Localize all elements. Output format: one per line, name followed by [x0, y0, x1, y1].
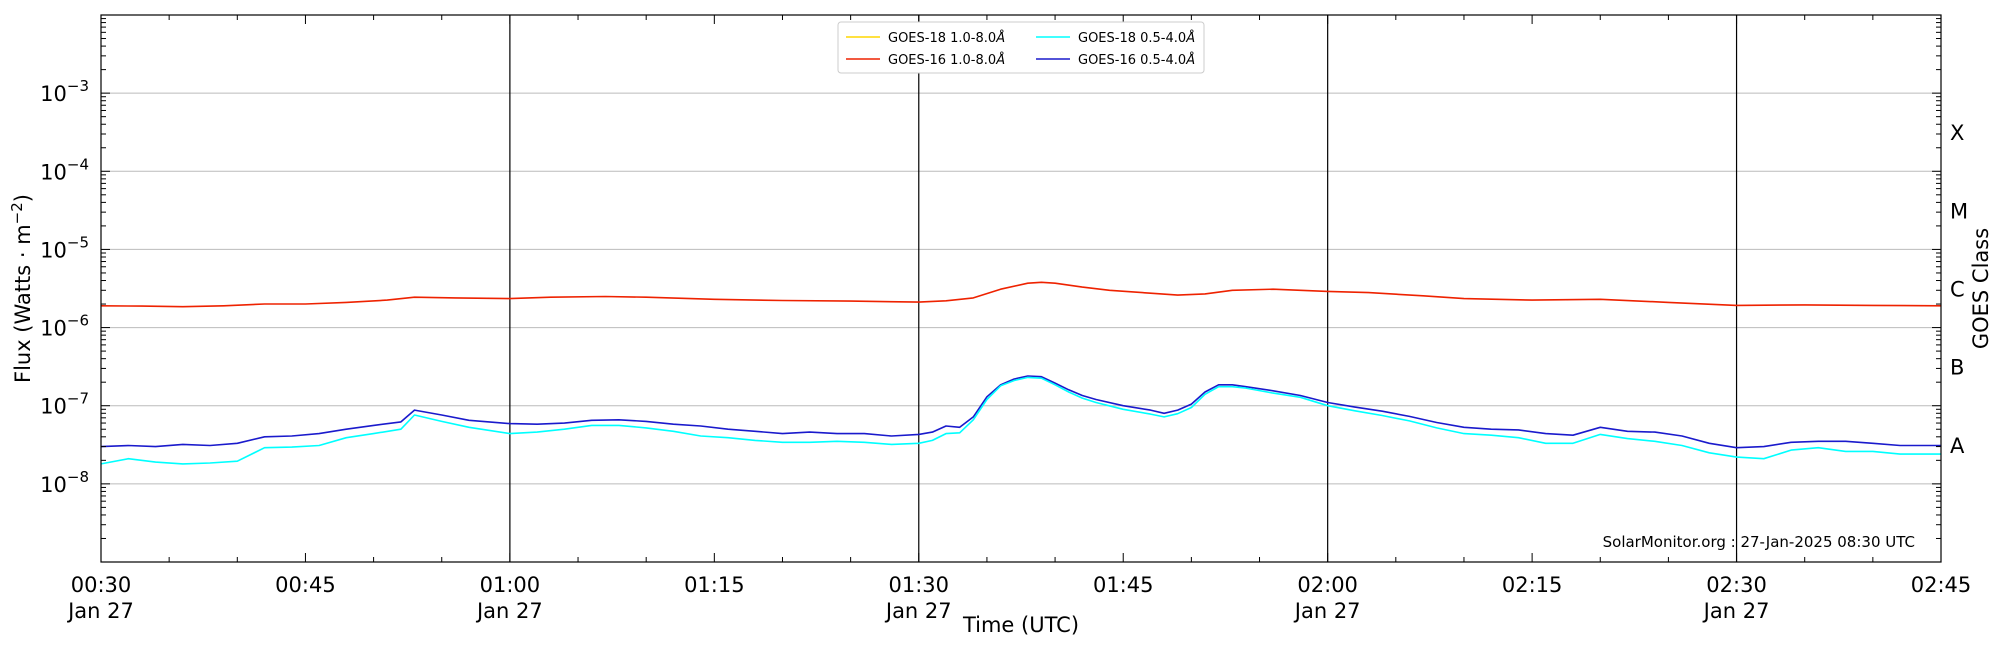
legend: GOES-18 1.0-8.0Å GOES-18 0.5-4.0ÅGOES-16 … [837, 21, 1205, 74]
x-tick-label: 02:15 [1502, 573, 1563, 597]
legend-entry: GOES-18 0.5-4.0Å [1078, 30, 1195, 46]
y-tick-label: 10−4 [40, 155, 89, 184]
y-tick-label-base: 10 [40, 238, 67, 262]
goes-class-labels: A B C M X [1950, 121, 1968, 458]
y-axis-title-close: ) [11, 194, 35, 202]
x-tick-label: 00:45 [275, 573, 336, 597]
legend-entry-name: GOES-18 0.5-4.0 [1078, 31, 1186, 46]
y-tick-label: 10−6 [40, 312, 89, 341]
legend-entry-name: GOES-18 1.0-8.0 [888, 31, 996, 46]
goes-class-label: M [1950, 199, 1968, 223]
y-tick-label-exp: −3 [67, 77, 89, 95]
x-tick-label: 01:45 [1093, 573, 1154, 597]
legend-entry: GOES-16 1.0-8.0Å [888, 52, 1005, 68]
y-tick-label-base: 10 [40, 317, 67, 341]
x-tick-label: 02:00 [1297, 573, 1358, 597]
goes-class-label: C [1950, 278, 1965, 302]
legend-entry-name: GOES-16 0.5-4.0 [1078, 53, 1186, 68]
vertical-lines-layer [509, 15, 1738, 562]
y-tick-label-exp: −5 [67, 233, 89, 251]
legend-entry: GOES-16 0.5-4.0Å [1078, 52, 1195, 68]
series-line [100, 375, 1941, 449]
legend-entry: GOES-18 1.0-8.0Å [888, 30, 1005, 46]
y-axis-title-sup: −2 [8, 202, 26, 224]
x-tick-label: 01:15 [684, 573, 745, 597]
y-tick-label-exp: −8 [67, 468, 89, 486]
y-tick-label: 10−5 [40, 233, 89, 262]
grid-layer [101, 92, 1941, 485]
tick-layer [100, 15, 1942, 563]
legend-entry-unit: Å [1185, 52, 1195, 68]
y-tick-label-exp: −7 [67, 390, 89, 408]
y-tick-label-base: 10 [40, 395, 67, 419]
y-tick-label-exp: −6 [67, 312, 89, 330]
x-tick-date-label: Jan 27 [1702, 599, 1770, 623]
x-axis-title: Time (UTC) [962, 613, 1079, 637]
credit-text: SolarMonitor.org : 27-Jan-2025 08:30 UTC [1603, 533, 1915, 551]
goes-class-label: B [1950, 356, 1964, 380]
y-tick-label: 10−7 [40, 390, 89, 419]
legend-entry-unit: Å [995, 52, 1005, 68]
x-tick-label: 00:30 [71, 573, 132, 597]
series-layer [100, 281, 1942, 465]
x-tick-label: 01:00 [480, 573, 541, 597]
legend-entry-unit: Å [1185, 30, 1195, 46]
y-axis-title: Flux (Watts · m−2) [8, 194, 35, 383]
x-tick-date-label: Jan 27 [66, 599, 134, 623]
y-tick-labels: 10−810−710−610−510−410−3 [40, 77, 89, 497]
x-tick-date-label: Jan 27 [475, 599, 543, 623]
y-axis-title-main: Flux (Watts · m [11, 224, 35, 383]
legend-entry-name: GOES-16 1.0-8.0 [888, 53, 996, 68]
y-tick-label-exp: −4 [67, 155, 89, 173]
x-tick-label: 02:45 [1911, 573, 1972, 597]
y-tick-label-base: 10 [40, 82, 67, 106]
x-tick-label: 01:30 [889, 573, 950, 597]
plot-frame [100, 14, 1942, 563]
right-axis-title: GOES Class [1969, 228, 1993, 349]
y-tick-label-base: 10 [40, 473, 67, 497]
y-tick-label: 10−8 [40, 468, 89, 497]
y-tick-label-base: 10 [40, 160, 67, 184]
x-tick-date-label: Jan 27 [884, 599, 952, 623]
legend-entry-unit: Å [995, 30, 1005, 46]
goes-class-label: A [1950, 434, 1965, 458]
series-line [100, 281, 1942, 308]
x-tick-label: 02:30 [1706, 573, 1767, 597]
x-tick-date-label: Jan 27 [1293, 599, 1361, 623]
goes-class-label: X [1950, 121, 1964, 145]
y-tick-label: 10−3 [40, 77, 89, 106]
series-line [100, 376, 1941, 465]
legend-box [837, 21, 1205, 74]
